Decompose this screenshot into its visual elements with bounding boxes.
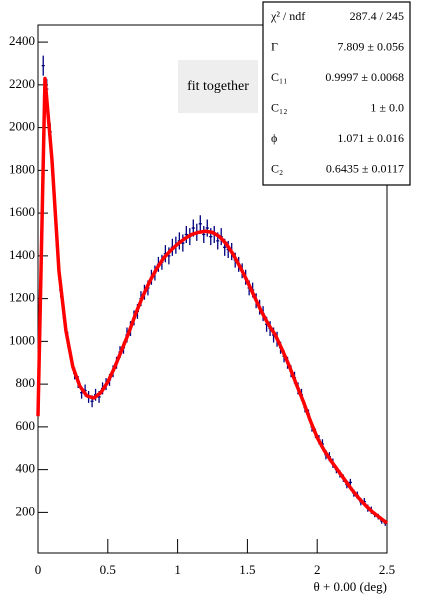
stats-label: C₁₂ — [271, 101, 287, 115]
y-tick-label: 600 — [16, 418, 36, 433]
stats-label: χ² / ndf — [270, 9, 305, 23]
stats-label: C₂ — [271, 162, 283, 176]
stats-label: Γ — [271, 40, 278, 54]
stats-label: C₁₁ — [271, 70, 287, 84]
y-tick-label: 2200 — [9, 76, 35, 91]
y-tick-label: 1200 — [9, 290, 35, 305]
stats-value: 0.6435 ± 0.0117 — [326, 162, 404, 176]
legend-box — [178, 60, 258, 113]
stats-value: 287.4 / 245 — [350, 9, 404, 23]
stats-value: 1 ± 0.0 — [370, 101, 404, 115]
frame — [37, 24, 388, 554]
stats-value: 0.9997 ± 0.0068 — [325, 70, 404, 84]
y-tick-label: 200 — [16, 503, 36, 518]
x-tick-label: 2.5 — [379, 562, 395, 577]
y-tick-label: 400 — [16, 461, 36, 476]
x-tick-label: 1.5 — [239, 562, 255, 577]
x-axis-title: θ + 0.00 (deg) — [314, 579, 388, 594]
stats-value: 7.809 ± 0.056 — [337, 40, 404, 54]
y-tick-label: 2000 — [9, 119, 35, 134]
x-tick-label: 1 — [174, 562, 181, 577]
stats-value: 1.071 ± 0.016 — [337, 131, 404, 145]
y-tick-label: 1400 — [9, 247, 35, 262]
x-tick-label: 0 — [35, 562, 42, 577]
x-tick-label: 0.5 — [100, 562, 116, 577]
data-point — [184, 225, 188, 244]
legend-label: fit together — [187, 79, 249, 94]
data-point — [205, 219, 209, 237]
y-tick-label: 1800 — [9, 161, 35, 176]
x-tick-label: 2 — [314, 562, 321, 577]
data-point — [41, 55, 45, 76]
y-tick-label: 800 — [16, 375, 36, 390]
y-tick-label: 1600 — [9, 204, 35, 219]
stats-label: ϕ — [271, 131, 277, 145]
fit-curve — [36, 76, 389, 525]
data-point — [202, 225, 206, 244]
y-tick-label: 1000 — [9, 332, 35, 347]
stats-box — [262, 1, 411, 186]
data-point — [198, 215, 202, 233]
y-tick-label: 2400 — [9, 33, 35, 48]
